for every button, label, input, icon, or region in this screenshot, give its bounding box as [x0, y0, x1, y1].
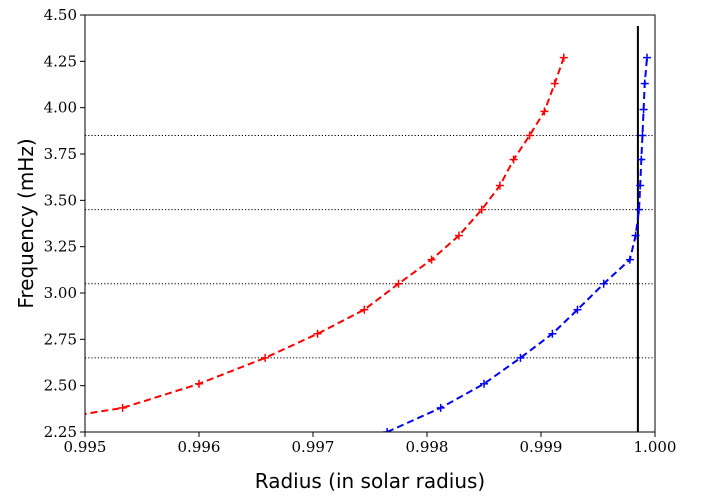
- data-point: [509, 155, 518, 164]
- data-point: [550, 79, 559, 88]
- data-point: [383, 428, 392, 432]
- data-point: [118, 403, 127, 412]
- y-tick-label: 3.75: [44, 145, 77, 163]
- data-point: [394, 279, 403, 288]
- x-axis: 0.995 0.996 0.997 0.998 0.999 1.000: [64, 432, 677, 456]
- x-tick-label: 0.999: [520, 438, 563, 456]
- y-tick-label: 4.25: [44, 52, 77, 70]
- series-1: [383, 53, 652, 432]
- data-point: [573, 305, 582, 314]
- plot-frame: [84, 14, 656, 433]
- data-point: [639, 105, 648, 114]
- series-line-1: [386, 57, 649, 432]
- y-axis-title: Frequency (mHz): [14, 138, 38, 308]
- data-point: [525, 131, 534, 140]
- data-point: [599, 279, 608, 288]
- data-point: [635, 205, 644, 214]
- data-point: [540, 107, 549, 116]
- data-point: [454, 231, 463, 240]
- data-point: [548, 329, 557, 338]
- data-point: [261, 353, 270, 362]
- data-point: [427, 255, 436, 264]
- data-point: [636, 181, 645, 190]
- data-point: [640, 79, 649, 88]
- y-axis: 2.25 2.50 2.75 3.00 3.25 3.50 3.75 4.00 4.25 4.50: [44, 6, 85, 441]
- reference-hlines: [85, 134, 655, 359]
- data-point: [480, 379, 488, 388]
- y-tick-label: 3.00: [44, 284, 77, 302]
- data-point: [638, 131, 647, 140]
- data-point: [559, 53, 568, 62]
- y-tick-label: 2.75: [44, 330, 77, 348]
- y-tick-label: 4.00: [44, 99, 77, 117]
- series-0: [85, 53, 568, 415]
- x-tick-label: 0.995: [64, 438, 107, 456]
- x-tick-label: 0.998: [406, 438, 449, 456]
- y-tick-label: 2.50: [44, 377, 77, 395]
- data-point: [436, 403, 445, 412]
- y-tick-label: 2.25: [44, 423, 77, 441]
- data-point: [516, 353, 525, 362]
- data-point: [360, 305, 369, 314]
- x-tick-label: 0.996: [178, 438, 221, 456]
- data-point: [631, 231, 640, 240]
- data-point: [477, 205, 486, 214]
- series-layer: [85, 53, 652, 432]
- data-point: [313, 329, 322, 338]
- data-point: [195, 379, 203, 388]
- y-tick-label: 3.25: [44, 238, 77, 256]
- data-point: [625, 255, 634, 264]
- data-point: [495, 181, 504, 190]
- data-point: [637, 155, 646, 164]
- y-tick-label: 3.50: [44, 191, 77, 209]
- x-tick-label: 0.997: [292, 438, 335, 456]
- x-axis-title: Radius (in solar radius): [255, 469, 486, 493]
- y-tick-label: 4.50: [44, 6, 77, 24]
- x-tick-label: 1.000: [634, 438, 677, 456]
- series-line-0: [85, 57, 565, 415]
- data-point: [643, 53, 652, 62]
